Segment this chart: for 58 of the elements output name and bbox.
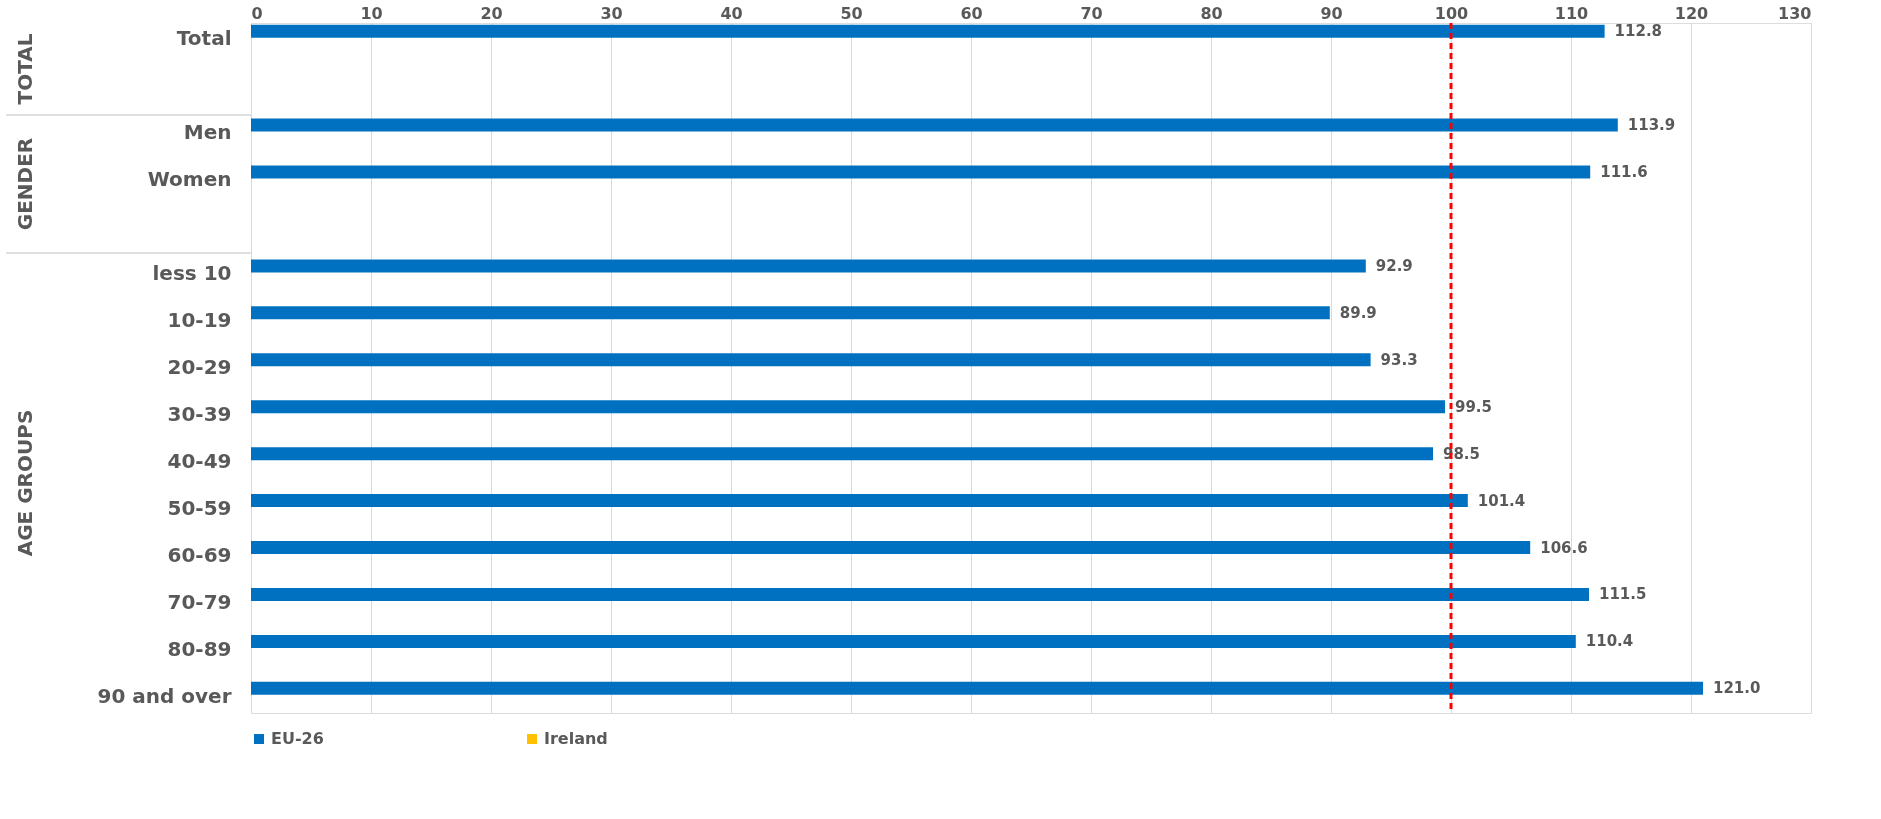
bar	[251, 634, 1576, 648]
bar	[251, 447, 1433, 461]
y-tick-label: 40-49	[167, 448, 232, 473]
text: 111.6	[1600, 163, 1648, 182]
x-tick-label: 100	[1434, 3, 1469, 23]
x-tick-label: 30	[600, 3, 623, 23]
text: 98.5	[1443, 444, 1481, 463]
text: 110.4	[1585, 632, 1634, 651]
x-tick-label: 70	[1080, 3, 1103, 23]
y-tick-label: 30-39	[167, 401, 232, 426]
text: GENDER	[13, 137, 37, 231]
y-tick-label: Women	[147, 167, 232, 192]
bar	[251, 165, 1591, 179]
legend-label: Ireland	[544, 729, 608, 748]
bar	[251, 681, 1703, 695]
bar	[251, 259, 1366, 273]
legend-label: EU-26	[271, 729, 324, 748]
x-tick-label: 20	[480, 3, 503, 23]
bar	[251, 24, 1605, 38]
x-tick-label: 60	[960, 3, 983, 23]
bar	[251, 494, 1468, 508]
text: 92.9	[1375, 256, 1413, 275]
bar	[251, 541, 1531, 555]
x-tick-label: 80	[1200, 3, 1223, 23]
text: AGE GROUPS	[13, 409, 37, 557]
x-tick-label: 50	[840, 3, 863, 23]
y-tick-label: less 10	[152, 261, 232, 286]
x-tick-label: 120	[1674, 3, 1709, 23]
text: 113.9	[1627, 116, 1676, 135]
y-tick-label: Total	[176, 26, 232, 51]
text: 106.6	[1540, 538, 1588, 557]
bar	[251, 587, 1589, 601]
y-tick-label: 70-79	[167, 589, 232, 614]
y-tick-label: 90 and over	[97, 683, 232, 708]
x-tick-label: 110	[1554, 3, 1589, 23]
text: 111.5	[1599, 585, 1647, 604]
bar	[251, 306, 1330, 320]
text: TOTAL	[13, 33, 37, 105]
bar	[251, 118, 1618, 132]
bar	[251, 400, 1445, 414]
x-tick-label: 90	[1320, 3, 1343, 23]
text: 99.5	[1455, 397, 1493, 416]
text: 112.8	[1614, 22, 1663, 41]
text: 101.4	[1477, 491, 1526, 510]
bar	[251, 353, 1371, 367]
y-tick-label: Men	[183, 120, 232, 145]
y-tick-label: 10-19	[167, 308, 232, 333]
x-tick-label: 10	[360, 3, 383, 23]
text: 89.9	[1339, 303, 1377, 322]
x-tick-label: 0	[251, 3, 263, 23]
y-tick-label: 20-29	[167, 355, 232, 379]
x-tick-label: 40	[720, 3, 743, 23]
y-tick-label: 80-89	[167, 636, 232, 661]
text: 93.3	[1380, 350, 1418, 369]
text: 121.0	[1713, 679, 1761, 698]
y-tick-label: 60-69	[167, 542, 232, 567]
y-tick-label: 50-59	[167, 495, 232, 520]
x-tick-label: 130	[1778, 3, 1812, 23]
